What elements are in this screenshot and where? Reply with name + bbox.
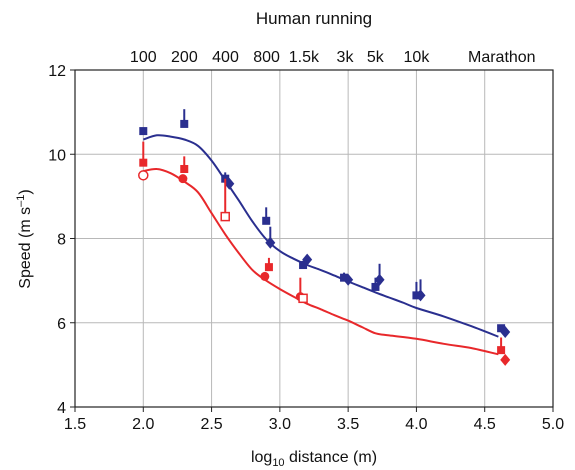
y-tick-label: 6 <box>57 316 66 333</box>
top-axis-label: 3k <box>337 49 355 66</box>
x-axis-title-base: log <box>251 449 272 466</box>
series-0-point <box>302 253 313 266</box>
x-tick-label: 4.5 <box>474 416 496 433</box>
x-tick-label: 3.5 <box>337 416 359 433</box>
series-0-point <box>415 289 426 302</box>
series-0-point <box>262 216 271 225</box>
y-axis-title-end: ) <box>17 189 34 194</box>
series-1-point <box>178 174 188 184</box>
series-1-point <box>180 164 189 173</box>
y-axis-title-sup: –1 <box>15 195 27 207</box>
y-tick-label: 8 <box>57 232 66 249</box>
series-0-point <box>374 273 385 286</box>
top-axis-label: 200 <box>171 49 198 66</box>
series-1-point <box>220 211 230 222</box>
top-axis-label: 100 <box>130 49 157 66</box>
series-1-point <box>139 158 148 167</box>
x-tick-label: 2.5 <box>200 416 222 433</box>
series-0-point <box>299 261 308 270</box>
x-tick-label: 3.0 <box>269 416 291 433</box>
x-tick-label: 5.0 <box>542 416 564 433</box>
x-axis-title: log10 distance (m) <box>251 449 377 469</box>
top-axis-label: 1.5k <box>289 49 320 66</box>
y-axis-title: Speed (m s–1) <box>15 189 34 288</box>
series-0-point <box>224 177 235 190</box>
x-axis-title-rest: distance (m) <box>285 449 377 466</box>
series-0-point <box>343 273 354 286</box>
top-axis-label: 800 <box>253 49 280 66</box>
y-tick-label: 4 <box>57 400 66 417</box>
series-1-point <box>138 170 149 181</box>
y-tick-label: 12 <box>48 63 66 80</box>
top-axis-label: 5k <box>367 49 385 66</box>
y-axis-title-main: Speed (m s <box>17 207 34 289</box>
chart-title: Human running <box>256 9 372 28</box>
series-0-point <box>340 273 349 282</box>
series-0-point <box>500 326 511 339</box>
axis-ticks: 1.5 2.0 2.5 3.0 3.5 4.0 4.5 5.0 4 6 8 10 12 100 200 400… <box>48 49 564 433</box>
series-0-curve <box>142 134 499 338</box>
series-1-point <box>264 263 273 272</box>
series-0-point <box>180 119 189 128</box>
series-0-point <box>265 236 276 249</box>
series-1-point <box>497 346 506 355</box>
grid-lines <box>75 70 553 407</box>
series-1-curve <box>143 167 499 356</box>
y-tick-label: 10 <box>48 147 66 164</box>
series-0-point <box>139 127 148 136</box>
x-tick-label: 2.0 <box>132 416 154 433</box>
fit-curves <box>142 134 499 356</box>
series-0-point <box>371 282 380 291</box>
top-axis-label: 400 <box>212 49 239 66</box>
top-axis-label: 10k <box>404 49 431 66</box>
x-tick-label: 1.5 <box>64 416 86 433</box>
series-1-point <box>500 353 511 366</box>
series-1-point <box>260 271 270 281</box>
data-points <box>138 109 511 366</box>
x-axis-title-sub: 10 <box>272 457 284 469</box>
top-axis-label: Marathon <box>468 49 536 66</box>
series-0-point <box>497 324 506 333</box>
x-tick-label: 4.0 <box>405 416 427 433</box>
series-1-point <box>298 293 308 304</box>
